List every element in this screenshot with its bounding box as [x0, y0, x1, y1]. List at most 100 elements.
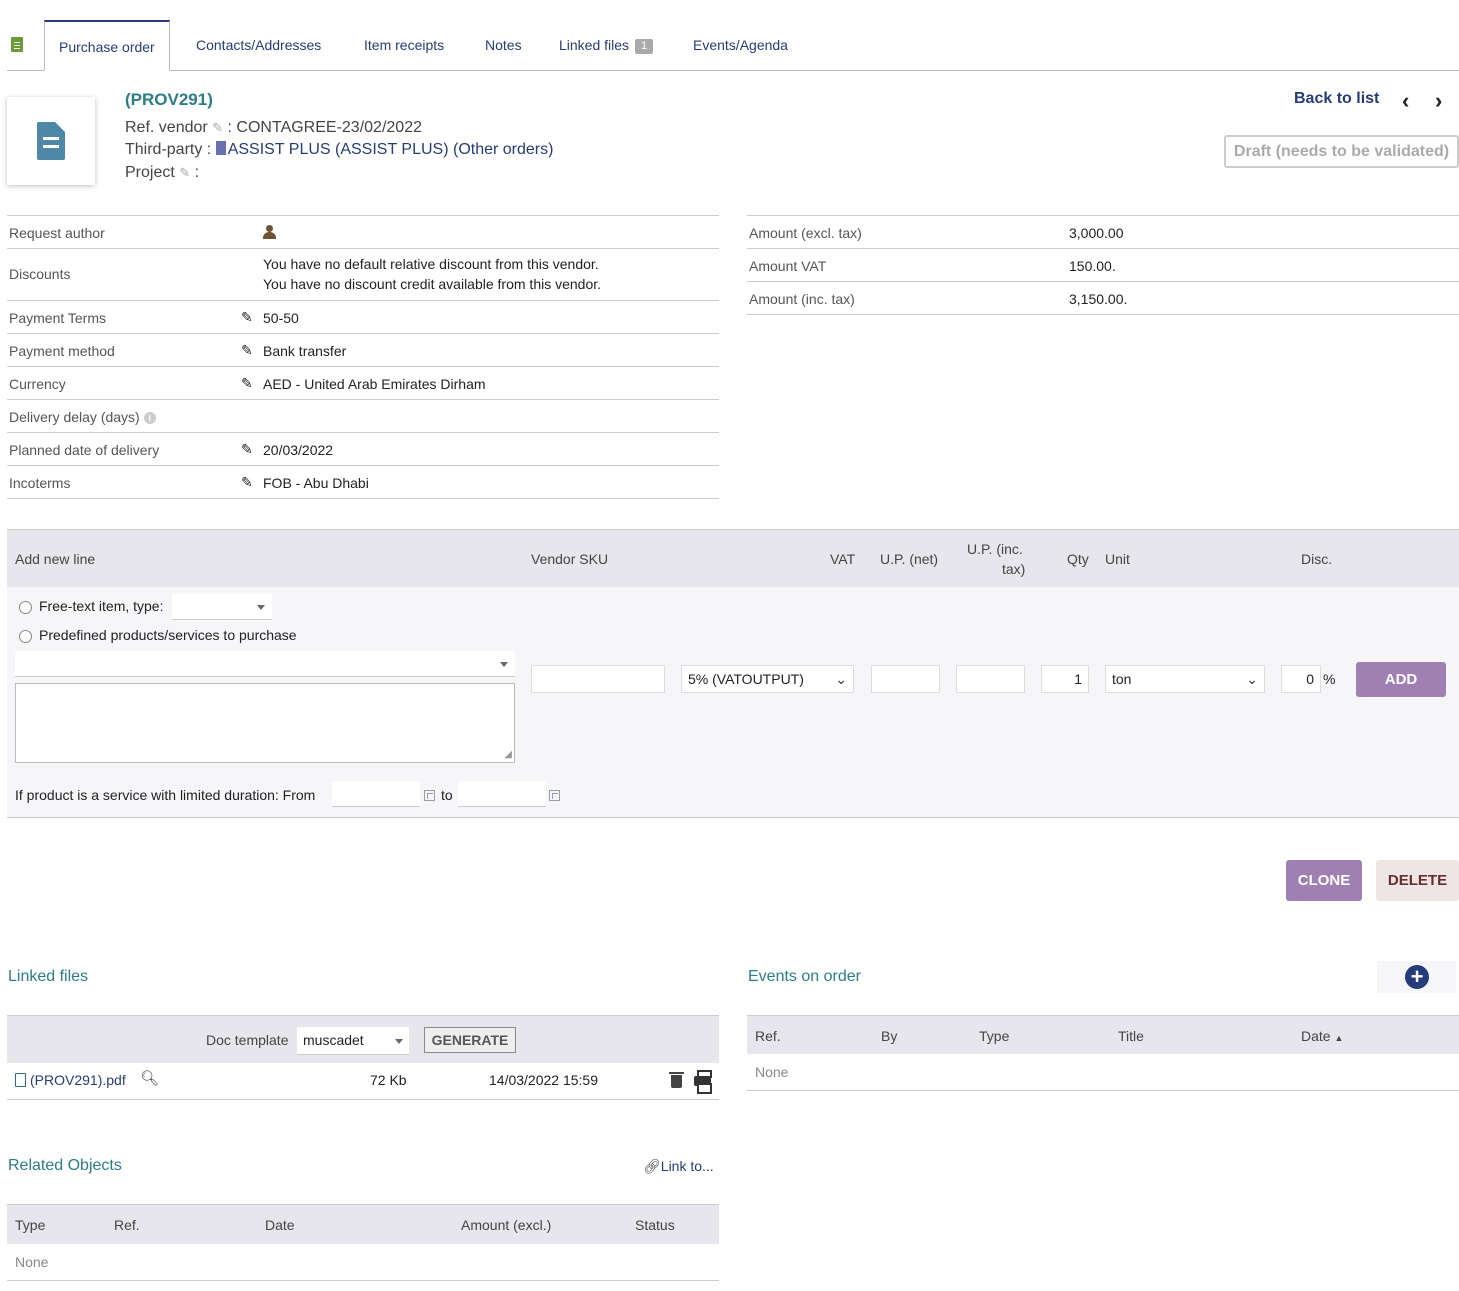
add-line-button[interactable]: ADD: [1356, 662, 1446, 697]
next-arrow-icon[interactable]: ›: [1435, 88, 1443, 113]
discount-input[interactable]: 0: [1281, 665, 1321, 693]
generate-button[interactable]: GENERATE: [424, 1027, 516, 1053]
pencil-icon[interactable]: ✎: [212, 120, 224, 135]
tab-linked-files-label: Linked files: [559, 37, 630, 53]
col-date-label: Date: [1301, 1028, 1331, 1044]
col-up-inc-2: tax): [1002, 561, 1026, 577]
print-icon[interactable]: [694, 1070, 712, 1094]
discount-credit-info: You have no discount credit available fr…: [263, 276, 602, 292]
field-row-payment-terms: Payment Terms ✎ 50-50: [7, 301, 719, 334]
amount-row-vat: Amount VAT 150.00.: [747, 249, 1459, 282]
delivery-delay-label: Delivery delay (days): [9, 409, 140, 425]
service-start-date-input[interactable]: [332, 781, 420, 807]
chevron-down-icon: ⌄: [835, 671, 847, 687]
tab-contacts-addresses[interactable]: Contacts/Addresses: [196, 37, 322, 53]
tab-notes[interactable]: Notes: [485, 37, 522, 53]
pencil-icon[interactable]: ✎: [179, 165, 191, 180]
link-icon: 🔗︎: [643, 1158, 661, 1174]
col-ref[interactable]: Ref.: [755, 1028, 781, 1044]
up-net-input[interactable]: [871, 665, 940, 693]
col-type[interactable]: Type: [979, 1028, 1010, 1044]
tab-events-agenda[interactable]: Events/Agenda: [693, 37, 788, 53]
thirdparty-line: Third-party : ASSIST PLUS (ASSIST PLUS) …: [125, 141, 553, 159]
field-label: Planned date of delivery: [9, 442, 160, 458]
ref-vendor-label: Ref. vendor: [125, 119, 208, 136]
add-event-button[interactable]: +: [1377, 961, 1456, 993]
calendar-icon[interactable]: [424, 790, 435, 801]
col-date[interactable]: Date ▲: [1301, 1028, 1343, 1044]
file-link[interactable]: (PROV291).pdf: [30, 1072, 126, 1088]
col-title[interactable]: Title: [1118, 1028, 1144, 1044]
col-status: Status: [635, 1217, 675, 1233]
events-table-header: Ref. By Type Title Date ▲: [747, 1015, 1459, 1054]
service-end-date-input[interactable]: [458, 781, 546, 807]
order-icon: [11, 37, 23, 52]
tab-linked-files[interactable]: Linked files 1: [559, 20, 654, 71]
order-ref: (PROV291): [125, 90, 213, 109]
field-label: Payment Terms: [9, 310, 106, 326]
amount-dot: .: [1111, 258, 1116, 274]
field-label: Delivery delay (days) i: [9, 409, 156, 425]
tab-purchase-order[interactable]: Purchase order: [44, 20, 170, 71]
delete-icon[interactable]: [669, 1072, 684, 1088]
amount-dot: .: [1123, 291, 1128, 307]
pencil-icon[interactable]: ✎: [241, 474, 253, 490]
pencil-icon[interactable]: ✎: [241, 342, 253, 358]
preview-icon[interactable]: 🔍︎: [140, 1070, 160, 1087]
vat-select[interactable]: 5% (VATOUTPUT) ⌄: [681, 665, 854, 693]
product-select[interactable]: [15, 651, 515, 677]
linked-files-count-badge: 1: [634, 38, 654, 54]
resize-handle-icon[interactable]: ◢: [504, 749, 512, 760]
order-fields-table: Request author Discounts You have no def…: [7, 215, 719, 499]
incoterms-value: FOB - Abu Dhabi: [263, 475, 369, 491]
col-add-new-line: Add new line: [15, 551, 96, 567]
events-title: Events on order: [748, 968, 861, 985]
currency-value: AED - United Arab Emirates Dirham: [263, 376, 486, 392]
percent-sign: %: [1323, 671, 1336, 687]
info-icon[interactable]: i: [143, 412, 156, 424]
col-vat: VAT: [830, 551, 856, 567]
link-to-label: Link to...: [660, 1158, 714, 1174]
vendor-sku-input[interactable]: [531, 665, 665, 693]
clone-button[interactable]: CLONE: [1286, 860, 1362, 901]
vat-select-value: 5% (VATOUTPUT): [688, 671, 804, 687]
amount-inc-cell: 3,150.00.: [1069, 291, 1127, 307]
amount-row-inc: Amount (inc. tax) 3,150.00.: [747, 282, 1459, 315]
unit-select[interactable]: ton ⌄: [1105, 665, 1265, 693]
free-text-radio[interactable]: [19, 601, 32, 614]
predefined-product-radio[interactable]: [19, 630, 32, 643]
user-icon[interactable]: [263, 225, 276, 239]
col-by[interactable]: By: [881, 1028, 898, 1044]
calendar-icon[interactable]: [549, 790, 560, 801]
col-qty: Qty: [1067, 551, 1089, 567]
free-text-type-select[interactable]: [172, 594, 272, 620]
previous-arrow-icon[interactable]: ‹: [1402, 88, 1410, 113]
related-empty-row: None: [7, 1244, 719, 1281]
pencil-icon[interactable]: ✎: [241, 441, 253, 457]
field-label: Discounts: [9, 266, 71, 282]
project-line: Project ✎ :: [125, 164, 199, 182]
description-textarea[interactable]: ◢: [15, 683, 515, 763]
amount-vat-value: 150.00: [1069, 258, 1112, 274]
other-orders-link[interactable]: (Other orders): [452, 141, 554, 158]
qty-input[interactable]: 1: [1041, 665, 1089, 693]
field-label: Incoterms: [9, 475, 71, 491]
thirdparty-link[interactable]: ASSIST PLUS (ASSIST PLUS): [227, 141, 449, 158]
pencil-icon[interactable]: ✎: [241, 309, 253, 325]
tab-item-receipts[interactable]: Item receipts: [364, 37, 445, 53]
payment-method-value: Bank transfer: [263, 343, 347, 359]
link-to-button[interactable]: 🔗︎Link to...: [643, 1158, 714, 1175]
ref-vendor-line: Ref. vendor ✎ : CONTAGREE-23/02/2022: [125, 119, 422, 137]
amounts-table: Amount (excl. tax) 3,000.00 Amount VAT 1…: [747, 215, 1459, 315]
related-table-header: Type Ref. Date Amount (excl.) Status: [7, 1204, 719, 1244]
file-row: (PROV291).pdf 🔍︎ 72 Kb 14/03/2022 15:59: [7, 1063, 719, 1100]
col-type: Type: [15, 1217, 46, 1233]
building-icon: [215, 141, 226, 155]
pencil-icon[interactable]: ✎: [241, 375, 253, 391]
doc-template-select[interactable]: muscadet: [297, 1027, 409, 1055]
back-to-list-link[interactable]: Back to list: [1294, 90, 1380, 107]
up-inc-input[interactable]: [956, 665, 1025, 693]
delete-button[interactable]: DELETE: [1376, 860, 1459, 901]
project-value: :: [194, 164, 200, 181]
col-ref: Ref.: [114, 1217, 140, 1233]
